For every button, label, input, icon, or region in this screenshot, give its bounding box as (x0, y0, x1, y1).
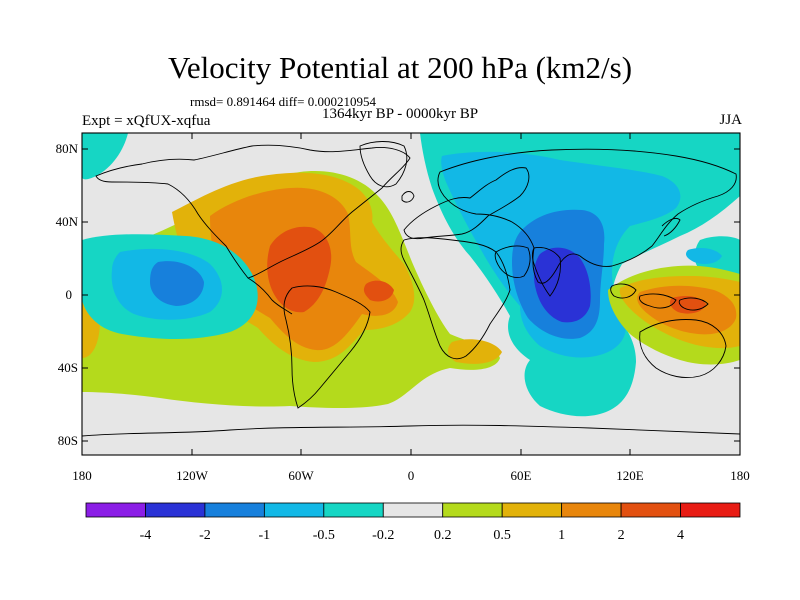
lon-label: 0 (408, 468, 415, 483)
colorbar-swatch (442, 502, 503, 518)
stats-text: rmsd= 0.891464 diff= 0.000210954 (190, 94, 376, 109)
colorbar-swatch (620, 502, 681, 518)
experiment-label: Expt = xQfUX-xqfua (82, 113, 211, 129)
colorbar-tick-label: 1 (558, 528, 565, 543)
lon-label: 180 (730, 468, 750, 483)
lat-label: 80S (58, 433, 78, 448)
lon-label: 180 (72, 468, 92, 483)
lon-label: 60E (511, 468, 532, 483)
map-title: Velocity Potential at 200 hPa (km2/s) (167, 50, 633, 85)
lon-label: 120E (616, 468, 644, 483)
contour-negative-0.5-east-b (686, 248, 722, 264)
colorbar-tick-label: 0.5 (493, 528, 511, 543)
colorbar-swatch (680, 502, 741, 518)
colorbar-swatch (85, 502, 146, 518)
colorbar-swatch (263, 502, 325, 518)
lon-label: 60W (288, 468, 314, 483)
lat-label: 40S (58, 360, 78, 375)
lat-label: 80N (56, 141, 79, 156)
lat-label: 40N (56, 214, 79, 229)
colorbar-tick-label: -1 (259, 528, 271, 543)
colorbar-tick-label: 0.2 (434, 528, 452, 543)
colorbar-tick-label: 4 (677, 528, 684, 543)
tick-marks (81, 133, 741, 455)
colorbar-swatch (561, 502, 622, 518)
colorbar-tick-label: -4 (140, 528, 152, 543)
colorbar-tick-label: -0.2 (372, 528, 394, 543)
contour-positive-2-wpac (670, 296, 706, 314)
colorbar-swatch (501, 502, 563, 518)
contour-negative-2-east (533, 247, 591, 323)
colorbar-swatch (323, 502, 384, 518)
colorbar-swatch (145, 502, 206, 518)
colorbar (85, 502, 741, 518)
colorbar-swatch (204, 502, 265, 518)
colorbar-labels: -4 -2 -1 -0.5 -0.2 0.2 0.5 1 2 4 (140, 528, 684, 543)
colorbar-tick-label: -0.5 (313, 528, 335, 543)
colorbar-tick-label: 2 (618, 528, 625, 543)
colorbar-tick-label: -2 (199, 528, 211, 543)
map-field (82, 133, 740, 455)
lon-label: 120W (176, 468, 209, 483)
contour-positive-2 (267, 226, 332, 313)
colorbar-swatch (382, 502, 444, 518)
contour-negative-1-pacific (150, 261, 204, 306)
coastlines (82, 141, 740, 437)
contour-positive-2-b (363, 280, 394, 302)
season-label: JJA (719, 112, 742, 128)
period-text: 1364kyr BP - 0000kyr BP (321, 106, 479, 122)
lat-label: 0 (66, 287, 73, 302)
contour-negative-0.2-arctic-left (82, 133, 128, 180)
